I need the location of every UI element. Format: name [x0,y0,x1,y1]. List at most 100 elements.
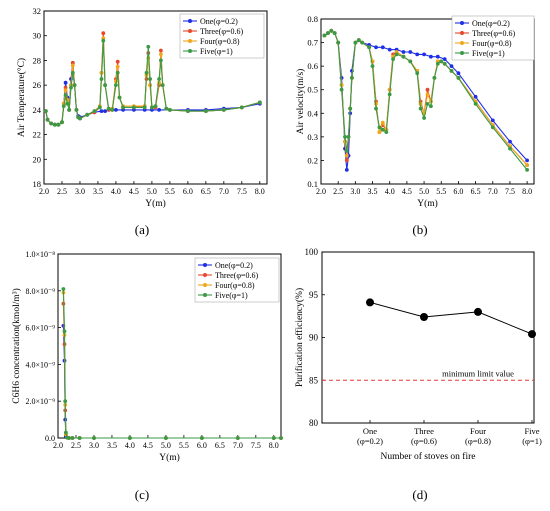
x-tick-label: Five [524,426,539,436]
series-line [62,303,281,439]
data-point [490,125,495,130]
y-tick-label: 0.3 [307,132,318,142]
data-point [52,122,57,127]
legend-marker [188,39,192,43]
x-tick-label: 7.5 [251,441,261,450]
data-point [110,108,115,112]
x-tick-label: 6.5 [215,441,225,450]
y-tick-label: 0.7 [307,38,318,48]
series-line [62,325,281,439]
data-point [148,77,153,81]
x-axis-label: Y(m) [417,198,438,209]
data-point [425,92,430,97]
data-point [344,168,349,172]
data-point [60,120,64,125]
data-point [132,105,136,110]
data-point [97,105,102,110]
legend-marker [203,293,207,297]
legend-marker [460,21,464,25]
data-point [121,105,125,110]
data-point [420,313,428,321]
data-point [114,83,118,87]
data-point [525,163,529,168]
x-tick-label: 4.5 [402,187,412,196]
data-point [370,64,375,68]
y-tick-label: 20 [33,154,42,164]
data-point [239,105,244,110]
x-tick-label: 3.0 [89,441,99,450]
x-tick-label: 5.5 [436,187,446,196]
data-point [374,106,378,111]
legend-marker [460,31,464,35]
data-point [391,57,395,61]
x-tick-label: 4.0 [111,187,121,196]
chart-a-temperature: 2.0 2.5 3.0 3.5 4.0 4.5 5.0 5.5 6.0 6.5 7.0 7.5 8.0 1… [16,6,268,209]
data-point [103,109,107,113]
x-tick-label: 2.0 [53,441,63,450]
data-point [432,76,437,80]
y-tick-label: 1.0×10⁻⁸ [25,250,55,259]
data-point [490,118,495,123]
y-tick-label: 2.0×10⁻⁹ [25,397,55,406]
data-point [63,399,68,404]
data-point [159,48,163,53]
x-tick-label: 5.0 [147,187,157,196]
data-point [367,45,371,50]
legend-label: Three(φ=0.6) [215,271,258,280]
legend-label: Four(φ=0.8) [200,37,240,46]
data-point [387,47,392,52]
x-tick-sublabel: (φ=0.8) [465,436,491,446]
y-axis-label: Air velocity(m/s) [295,69,306,135]
data-point [360,40,365,45]
data-point [394,52,399,57]
reference-line-label: minimum limit value [442,368,514,378]
x-tick-label: 5.0 [419,187,429,196]
data-point [69,85,73,90]
plot-frame [320,18,535,185]
x-tick-label: 7.5 [237,187,247,196]
data-point [63,80,68,85]
data-point [146,44,151,49]
x-tick-label: 7.5 [505,187,515,196]
y-tick-label: 80 [309,418,319,428]
chart-c-concentration: 2.0 2.5 3.0 3.5 4.0 4.5 5.0 5.5 6.0 6.5 7.0 7.5 8.0 0… [11,250,283,463]
y-tick-label: 85 [309,375,319,385]
y-tick-label: 28 [33,55,42,65]
legend-marker [460,41,464,45]
y-tick-label: 0.8 [307,14,318,24]
data-point [344,149,349,153]
x-tick-label: 7.0 [233,441,243,450]
data-point [160,83,165,87]
x-tick-label: 3.5 [107,441,117,450]
data-point [343,135,347,139]
caption-a: (a) [134,222,150,237]
x-tick-label: 8.0 [255,187,265,196]
x-tick-label: 2.5 [71,441,81,450]
data-point [429,104,433,109]
data-point [65,101,70,106]
data-point [279,436,283,440]
x-tick-label: 2.5 [57,187,67,196]
data-point [159,58,163,63]
data-point [380,127,385,132]
x-tick-label: 3.0 [350,187,360,196]
y-tick-label: 0.6 [307,61,318,71]
data-point [439,59,444,64]
data-point [344,158,349,163]
data-point [159,52,163,57]
data-point [257,100,262,105]
legend-marker [188,49,192,53]
series-line [62,292,281,439]
legend-label: Five(φ=1) [472,49,505,58]
data-point [221,108,226,112]
x-tick-sublabel: (φ=0.6) [411,436,437,446]
y-tick-label: 32 [33,6,42,16]
x-tick-label: 6.5 [471,187,481,196]
data-point [525,168,529,172]
data-point [346,135,351,139]
x-tick-label: 8.0 [522,187,532,196]
data-point [115,59,120,64]
data-point [339,87,344,92]
x-tick-label: 6.0 [183,187,193,196]
data-point [186,109,190,113]
